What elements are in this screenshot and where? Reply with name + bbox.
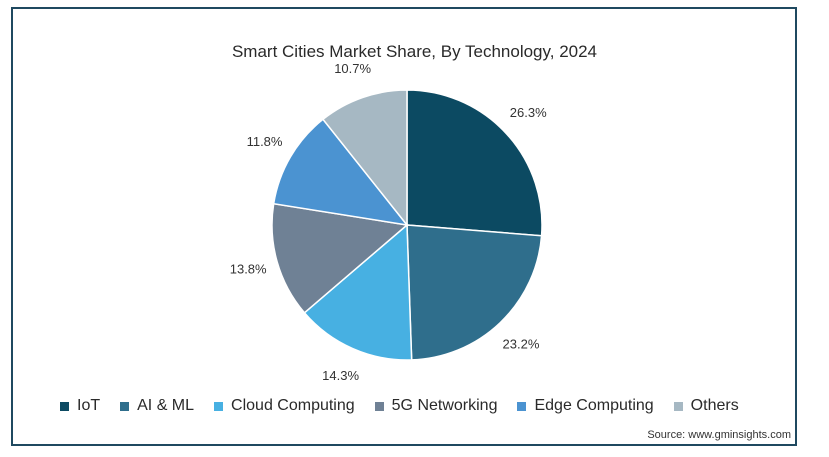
legend-swatch (214, 401, 224, 411)
data-label: 26.3% (510, 105, 547, 120)
chart-legend: IoT AI & ML Cloud Computing 5G Networking Ed… (60, 397, 759, 415)
legend-swatch (374, 401, 384, 411)
pie-slice-cloud-computing (303, 223, 413, 361)
legend-swatch (673, 401, 683, 411)
pie-slice-5g-networking (271, 202, 409, 314)
legend-item: Edge Computing (517, 397, 654, 415)
pie-slice-iot (406, 89, 543, 237)
legend-label: IoT (77, 397, 101, 414)
data-label: 11.8% (247, 134, 283, 149)
legend-label: AI & ML (137, 397, 195, 414)
legend-swatch (517, 401, 527, 411)
source-note: Source: www.gminsights.com (647, 429, 791, 441)
data-label: 13.8% (230, 262, 267, 277)
legend-label: Edge Computing (534, 397, 654, 414)
legend-item: Others (673, 397, 739, 415)
legend-label: Cloud Computing (231, 397, 355, 414)
data-label: 14.3% (322, 368, 359, 383)
data-label: 23.2% (503, 336, 540, 351)
legend-item: IoT (60, 397, 100, 415)
chart-title: Smart Cities Market Share, By Technology… (231, 42, 598, 61)
pie-slice-edge-computing (272, 118, 409, 227)
legend-label: 5G Networking (391, 397, 498, 414)
pie-slice-ai-ml (406, 224, 543, 361)
pie-slice-others (321, 89, 408, 228)
legend-item: 5G Networking (374, 397, 498, 415)
legend-item: AI & ML (120, 397, 194, 415)
legend-label: Others (690, 397, 739, 414)
legend-item: Cloud Computing (214, 397, 355, 415)
legend-swatch (120, 401, 130, 411)
data-label: 10.7% (334, 61, 371, 76)
legend-swatch (60, 401, 69, 411)
